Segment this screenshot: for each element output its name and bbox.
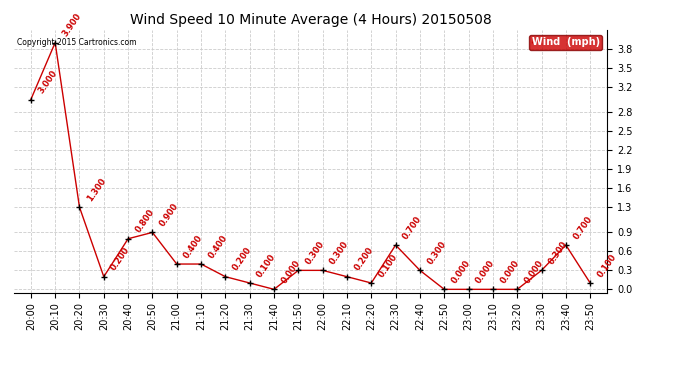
Text: 0.400: 0.400 bbox=[206, 233, 229, 260]
Text: 0.200: 0.200 bbox=[109, 246, 132, 273]
Text: 0.300: 0.300 bbox=[328, 240, 351, 266]
Text: 0.400: 0.400 bbox=[182, 233, 205, 260]
Text: 0.000: 0.000 bbox=[474, 258, 497, 285]
Text: 0.000: 0.000 bbox=[279, 258, 302, 285]
Text: 0.100: 0.100 bbox=[255, 252, 278, 279]
Text: 0.100: 0.100 bbox=[377, 252, 400, 279]
Text: 0.000: 0.000 bbox=[450, 258, 472, 285]
Legend: Wind  (mph): Wind (mph) bbox=[529, 35, 602, 50]
Text: Copyright 2015 Cartronics.com: Copyright 2015 Cartronics.com bbox=[17, 38, 136, 47]
Title: Wind Speed 10 Minute Average (4 Hours) 20150508: Wind Speed 10 Minute Average (4 Hours) 2… bbox=[130, 13, 491, 27]
Text: 0.000: 0.000 bbox=[523, 258, 545, 285]
Text: 1.300: 1.300 bbox=[85, 176, 108, 203]
Text: 0.700: 0.700 bbox=[401, 214, 424, 241]
Text: 3.000: 3.000 bbox=[37, 69, 59, 95]
Text: 0.000: 0.000 bbox=[498, 258, 521, 285]
Text: 0.100: 0.100 bbox=[595, 252, 618, 279]
Text: 0.300: 0.300 bbox=[304, 240, 326, 266]
Text: 0.300: 0.300 bbox=[547, 240, 569, 266]
Text: 0.200: 0.200 bbox=[231, 246, 253, 273]
Text: 0.300: 0.300 bbox=[426, 240, 448, 266]
Text: 0.700: 0.700 bbox=[571, 214, 594, 241]
Text: 0.800: 0.800 bbox=[134, 208, 156, 235]
Text: 3.900: 3.900 bbox=[61, 12, 83, 39]
Text: 0.900: 0.900 bbox=[158, 202, 180, 228]
Text: 0.200: 0.200 bbox=[353, 246, 375, 273]
